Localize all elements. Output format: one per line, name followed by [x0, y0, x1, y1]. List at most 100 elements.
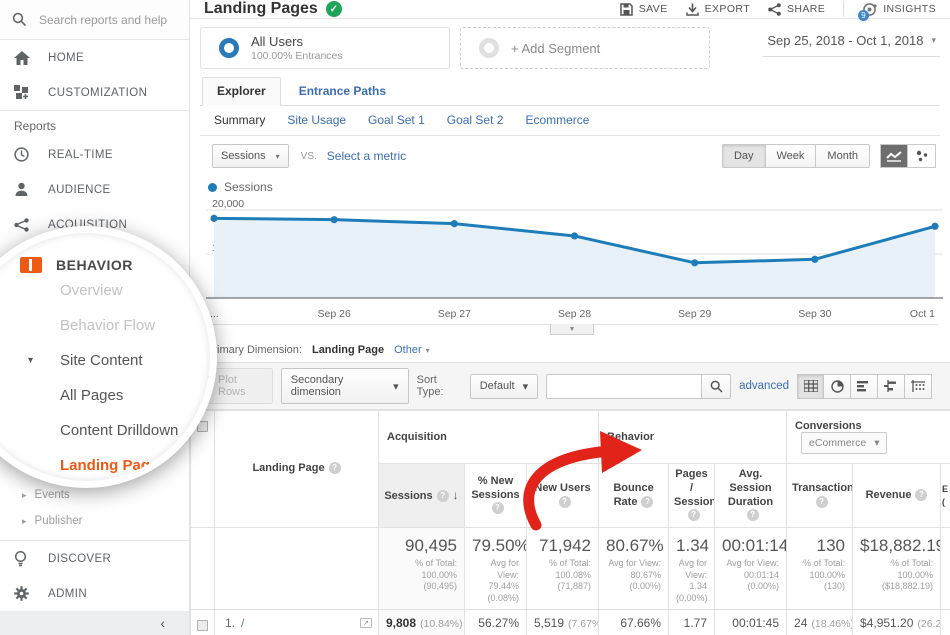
- sidebar-collapse-bar[interactable]: ‹: [0, 611, 189, 635]
- help-icon[interactable]: ?: [746, 509, 759, 522]
- sidebar-item-events[interactable]: ▸ Events: [0, 482, 189, 508]
- column-header-avg-session-duration[interactable]: Avg. Session Duration?: [714, 463, 788, 528]
- totals-clipped-cell: [940, 527, 950, 610]
- collapse-icon: ‹: [160, 615, 165, 631]
- global-search-input[interactable]: [39, 12, 169, 27]
- tab-explorer[interactable]: Explorer: [202, 77, 281, 106]
- help-icon[interactable]: ?: [558, 495, 571, 508]
- sidebar-bottom: DISCOVER ADMIN ‹: [0, 540, 189, 635]
- subnav-site-usage[interactable]: Site Usage: [287, 113, 347, 127]
- table-search-input[interactable]: [546, 373, 702, 399]
- comparison-view-button[interactable]: [878, 373, 905, 399]
- sidebar-item-realtime[interactable]: REAL-TIME: [0, 137, 189, 172]
- sidebar-item-content-drilldown[interactable]: Content Drilldown: [60, 422, 179, 439]
- help-icon[interactable]: ?: [641, 495, 654, 508]
- sidebar-item-label: REAL-TIME: [48, 148, 113, 161]
- help-icon[interactable]: ?: [436, 489, 449, 502]
- sidebar-item-publisher[interactable]: ▸ Publisher: [0, 508, 189, 534]
- tab-entrance-paths[interactable]: Entrance Paths: [298, 84, 387, 98]
- help-icon[interactable]: ?: [491, 502, 504, 515]
- primary-dimension-other[interactable]: Other ▾: [394, 344, 430, 356]
- column-header-revenue[interactable]: Revenue?: [852, 463, 942, 528]
- table-search-button[interactable]: [701, 373, 732, 399]
- granularity-week-button[interactable]: Week: [765, 144, 817, 168]
- sidebar-item-landing-pages[interactable]: Landing Pages: [60, 457, 167, 474]
- x-axis-tick: Sep 30: [798, 308, 832, 320]
- subnav-ecommerce[interactable]: Ecommerce: [525, 113, 590, 127]
- row-checkbox[interactable]: [197, 619, 208, 631]
- sidebar-item-site-content[interactable]: ▾ Site Content: [28, 352, 143, 369]
- data-view-button[interactable]: [797, 373, 824, 399]
- conversions-goal-dropdown[interactable]: eCommerce ▾: [801, 432, 888, 454]
- sessions-chart: Sessions 20,000 10,000 ... Sep 26 Sep 27 Se…: [200, 174, 943, 336]
- sidebar-item-discover[interactable]: DISCOVER: [0, 541, 189, 576]
- avg-duration-cell: 00:01:45: [714, 608, 788, 635]
- sidebar-item-admin[interactable]: ADMIN: [0, 576, 189, 611]
- primary-dimension-landing-page[interactable]: Landing Page: [311, 344, 385, 356]
- sort-descending-icon: ↓: [452, 487, 459, 502]
- sort-type-dropdown[interactable]: Default ▾: [469, 373, 539, 399]
- totals-bounce-rate: 80.67% Avg for View: 80.67% (0.00%): [598, 527, 670, 610]
- column-header-sessions[interactable]: Sessions? ↓: [378, 463, 465, 528]
- column-header-transactions[interactable]: Transactions?: [786, 463, 854, 528]
- percentage-view-button[interactable]: [824, 373, 851, 399]
- select-all-checkbox[interactable]: [197, 421, 208, 432]
- subnav-goal-set-2[interactable]: Goal Set 2: [446, 113, 504, 127]
- add-segment-button[interactable]: + Add Segment: [460, 27, 710, 69]
- insights-button[interactable]: 9 INSIGHTS: [858, 2, 936, 21]
- landing-page-link[interactable]: /: [241, 615, 245, 630]
- line-chart-toggle-button[interactable]: [880, 144, 908, 168]
- export-button[interactable]: EXPORT: [685, 3, 750, 16]
- report-tabs: Explorer Entrance Paths: [200, 77, 940, 106]
- secondary-dimension-dropdown[interactable]: Secondary dimension ▾: [280, 368, 409, 404]
- granularity-day-button[interactable]: Day: [721, 144, 766, 168]
- advanced-search-link[interactable]: advanced: [739, 380, 789, 392]
- select-a-metric-link[interactable]: Select a metric: [326, 149, 407, 163]
- sidebar-item-behavior-flow[interactable]: Behavior Flow: [60, 317, 156, 334]
- sidebar-item-overview[interactable]: Overview: [60, 282, 123, 299]
- sidebar-item-home[interactable]: HOME: [0, 40, 189, 75]
- totals-pages-session: 1.34 Avg for View: 1.34 (0.00%): [668, 527, 716, 610]
- share-button[interactable]: SHARE: [768, 2, 825, 16]
- help-icon[interactable]: ?: [815, 495, 828, 508]
- sidebar-item-audience[interactable]: AUDIENCE: [0, 172, 189, 207]
- column-header-landing-page[interactable]: Landing Page?: [214, 410, 379, 528]
- sidebar-item-behavior[interactable]: BEHAVIOR: [0, 233, 210, 273]
- pivot-view-button[interactable]: [905, 373, 932, 399]
- sidebar-item-all-pages[interactable]: All Pages: [60, 387, 124, 404]
- transactions-cell: 24 (18.46%): [786, 608, 854, 635]
- chart-plot-area[interactable]: 20,000 10,000 ... Sep 26 Sep 27 Sep 28 Sep 2…: [206, 198, 943, 336]
- download-icon: [685, 3, 699, 16]
- new-sessions-cell: 56.27%: [464, 608, 527, 635]
- ytick-20000: 20,000: [212, 200, 244, 210]
- save-button[interactable]: SAVE: [620, 2, 668, 16]
- page-title-text: Landing Pages: [204, 0, 318, 17]
- motion-chart-toggle-button[interactable]: [908, 144, 936, 168]
- open-in-new-icon[interactable]: ↗: [360, 617, 372, 628]
- granularity-month-button[interactable]: Month: [816, 144, 870, 168]
- timeline-expand-handle[interactable]: ▼: [550, 324, 594, 335]
- column-header-bounce-rate[interactable]: Bounce Rate?: [598, 463, 670, 528]
- totals-checkbox-cell: [190, 527, 215, 610]
- plot-rows-button[interactable]: Plot Rows: [208, 368, 273, 404]
- header-actions: SAVE EXPORT SHARE 9 INSIGHTS: [620, 1, 936, 21]
- subnav-summary[interactable]: Summary: [214, 113, 266, 127]
- chart-legend: Sessions: [206, 178, 938, 200]
- table-toolbar: Plot Rows Secondary dimension ▾ Sort Typ…: [190, 362, 950, 410]
- sidebar-item-customization[interactable]: CUSTOMIZATION: [0, 75, 189, 110]
- subnav-goal-set-1[interactable]: Goal Set 1: [368, 113, 425, 127]
- global-search[interactable]: [0, 0, 189, 40]
- header-separator: [843, 1, 845, 17]
- help-icon[interactable]: ?: [328, 462, 341, 475]
- help-icon[interactable]: ?: [915, 488, 928, 501]
- date-range-picker[interactable]: Sep 25, 2018 - Oct 1, 2018 ▾: [763, 27, 940, 57]
- performance-view-button[interactable]: [851, 373, 878, 399]
- column-header-new-sessions[interactable]: % New Sessions?: [464, 463, 527, 528]
- column-header-new-users[interactable]: New Users?: [525, 463, 600, 528]
- sessions-cell: 9,808 (10.84%): [378, 608, 465, 635]
- metric-select-dropdown[interactable]: Sessions ▾: [212, 144, 289, 168]
- column-header-pages-session[interactable]: Pages / Session?: [668, 463, 716, 528]
- segment-all-users[interactable]: All Users 100.00% Entrances: [200, 27, 450, 69]
- help-icon[interactable]: ?: [687, 509, 700, 522]
